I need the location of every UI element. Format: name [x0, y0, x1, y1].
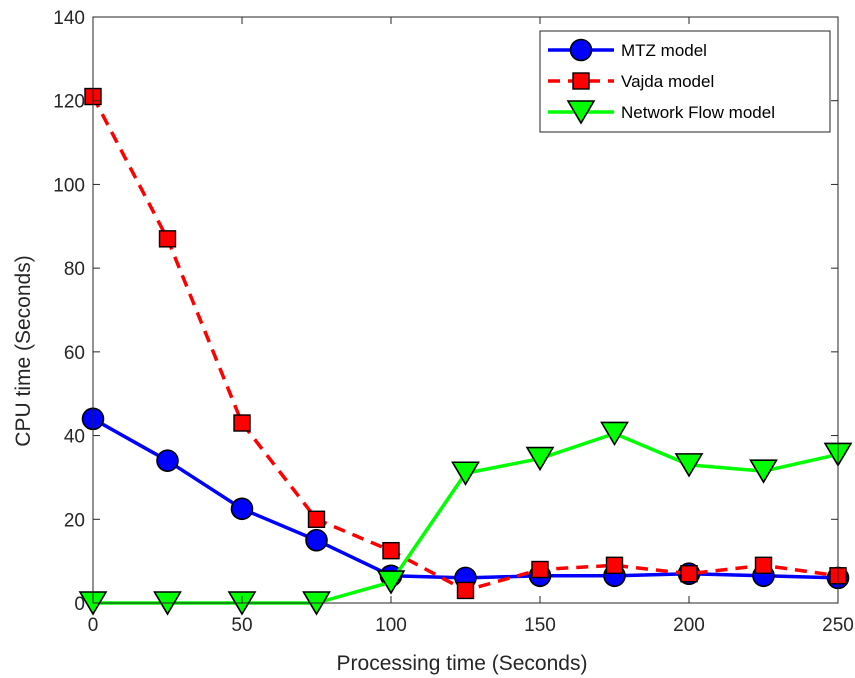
data-point-vajda-model — [680, 565, 698, 583]
x-tick-label: 200 — [673, 615, 705, 636]
data-point-network-flow-model — [600, 421, 629, 447]
y-tick-label: 140 — [53, 8, 85, 29]
axes-box — [92, 16, 839, 604]
data-point-mtz-model — [230, 497, 254, 521]
x-tick-label: 150 — [524, 615, 556, 636]
legend-item-mtz-model: MTZ model — [548, 38, 707, 62]
y-tick-label: 40 — [64, 427, 85, 448]
data-point-vajda-model — [531, 560, 549, 579]
data-point-network-flow-model — [525, 446, 555, 472]
legend-item-network-flow-model: Network Flow model — [548, 100, 775, 125]
data-point-vajda-model — [456, 581, 475, 600]
data-point-network-flow-model — [749, 459, 778, 484]
legend-marker — [572, 72, 590, 90]
legend-label: Vajda model — [621, 72, 714, 91]
y-tick-label: 100 — [53, 175, 85, 196]
data-point-network-flow-model — [376, 570, 406, 595]
data-point-vajda-model — [754, 556, 773, 575]
legend-label: Network Flow model — [621, 103, 775, 122]
y-tick-label: 80 — [64, 259, 85, 280]
legend-marker — [569, 38, 593, 62]
x-tick-label: 50 — [231, 615, 252, 636]
x-axis-title: Processing time (Seconds) — [337, 652, 588, 675]
y-tick-label: 20 — [64, 510, 85, 531]
y-tick-label: 120 — [53, 92, 85, 113]
y-tick-label: 0 — [74, 594, 85, 615]
legend-label: MTZ model — [621, 41, 707, 60]
data-point-vajda-model — [307, 510, 326, 528]
data-point-mtz-model — [156, 449, 179, 472]
data-point-mtz-model — [305, 528, 328, 552]
data-point-vajda-model — [158, 230, 177, 248]
y-tick-label: 60 — [64, 343, 85, 364]
x-tick-label: 250 — [822, 615, 854, 636]
series-network-flow-model — [78, 421, 853, 616]
y-axis-title: CPU time (Seconds) — [12, 255, 35, 446]
legend-item-vajda-model: Vajda model — [548, 72, 714, 91]
data-point-vajda-model — [382, 541, 400, 560]
data-point-vajda-model — [233, 414, 251, 432]
x-tick-label: 100 — [375, 615, 407, 636]
data-point-vajda-model — [605, 556, 624, 575]
legend: MTZ model Vajda model Network Flow model — [539, 30, 831, 133]
x-tick-label: 0 — [88, 615, 99, 636]
legend-marker — [566, 100, 596, 125]
axes-layer: 0 50 100 150 200 250 0 20 40 60 80 100 120 140 — [53, 8, 854, 636]
data-point-network-flow-model — [674, 453, 704, 478]
data-point-network-flow-model — [451, 461, 480, 486]
